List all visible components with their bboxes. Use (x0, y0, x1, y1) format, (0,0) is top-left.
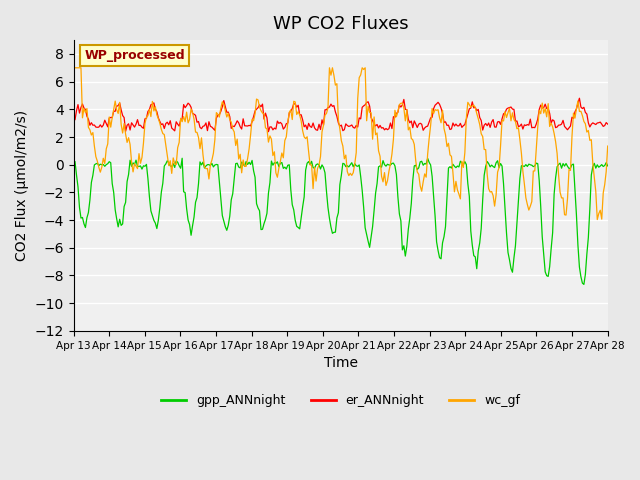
Title: WP CO2 Fluxes: WP CO2 Fluxes (273, 15, 408, 33)
er_ANNnight (247, 123, 255, 129)
Line: wc_gf: wc_gf (74, 68, 608, 219)
wc_gf (574, 98, 582, 104)
wc_gf (229, 126, 237, 132)
er_ANNnight (305, 120, 312, 126)
Line: gpp_ANNnight: gpp_ANNnight (74, 158, 608, 285)
gpp_ANNnight (135, 164, 143, 169)
gpp_ANNnight (179, 156, 186, 161)
er_ANNnight (135, 122, 143, 128)
wc_gf (604, 143, 612, 149)
er_ANNnight (255, 102, 263, 108)
wc_gf (135, 151, 143, 156)
gpp_ANNnight (575, 264, 583, 270)
gpp_ANNnight (257, 227, 265, 232)
wc_gf (303, 134, 311, 140)
gpp_ANNnight (604, 163, 612, 169)
er_ANNnight (577, 104, 585, 110)
wc_gf (247, 132, 255, 138)
wc_gf (70, 65, 77, 71)
Y-axis label: CO2 Flux (μmol/m2/s): CO2 Flux (μmol/m2/s) (15, 110, 29, 261)
gpp_ANNnight (230, 175, 238, 181)
gpp_ANNnight (70, 161, 77, 167)
er_ANNnight (264, 129, 272, 134)
Line: er_ANNnight: er_ANNnight (74, 98, 608, 132)
wc_gf (255, 104, 263, 110)
wc_gf (593, 216, 601, 222)
Legend: gpp_ANNnight, er_ANNnight, wc_gf: gpp_ANNnight, er_ANNnight, wc_gf (156, 389, 525, 412)
er_ANNnight (575, 96, 583, 101)
gpp_ANNnight (580, 282, 588, 288)
X-axis label: Time: Time (324, 356, 358, 370)
er_ANNnight (229, 123, 237, 129)
gpp_ANNnight (305, 159, 312, 165)
er_ANNnight (70, 117, 77, 122)
er_ANNnight (604, 121, 612, 127)
gpp_ANNnight (248, 157, 256, 163)
Text: WP_processed: WP_processed (84, 49, 185, 62)
